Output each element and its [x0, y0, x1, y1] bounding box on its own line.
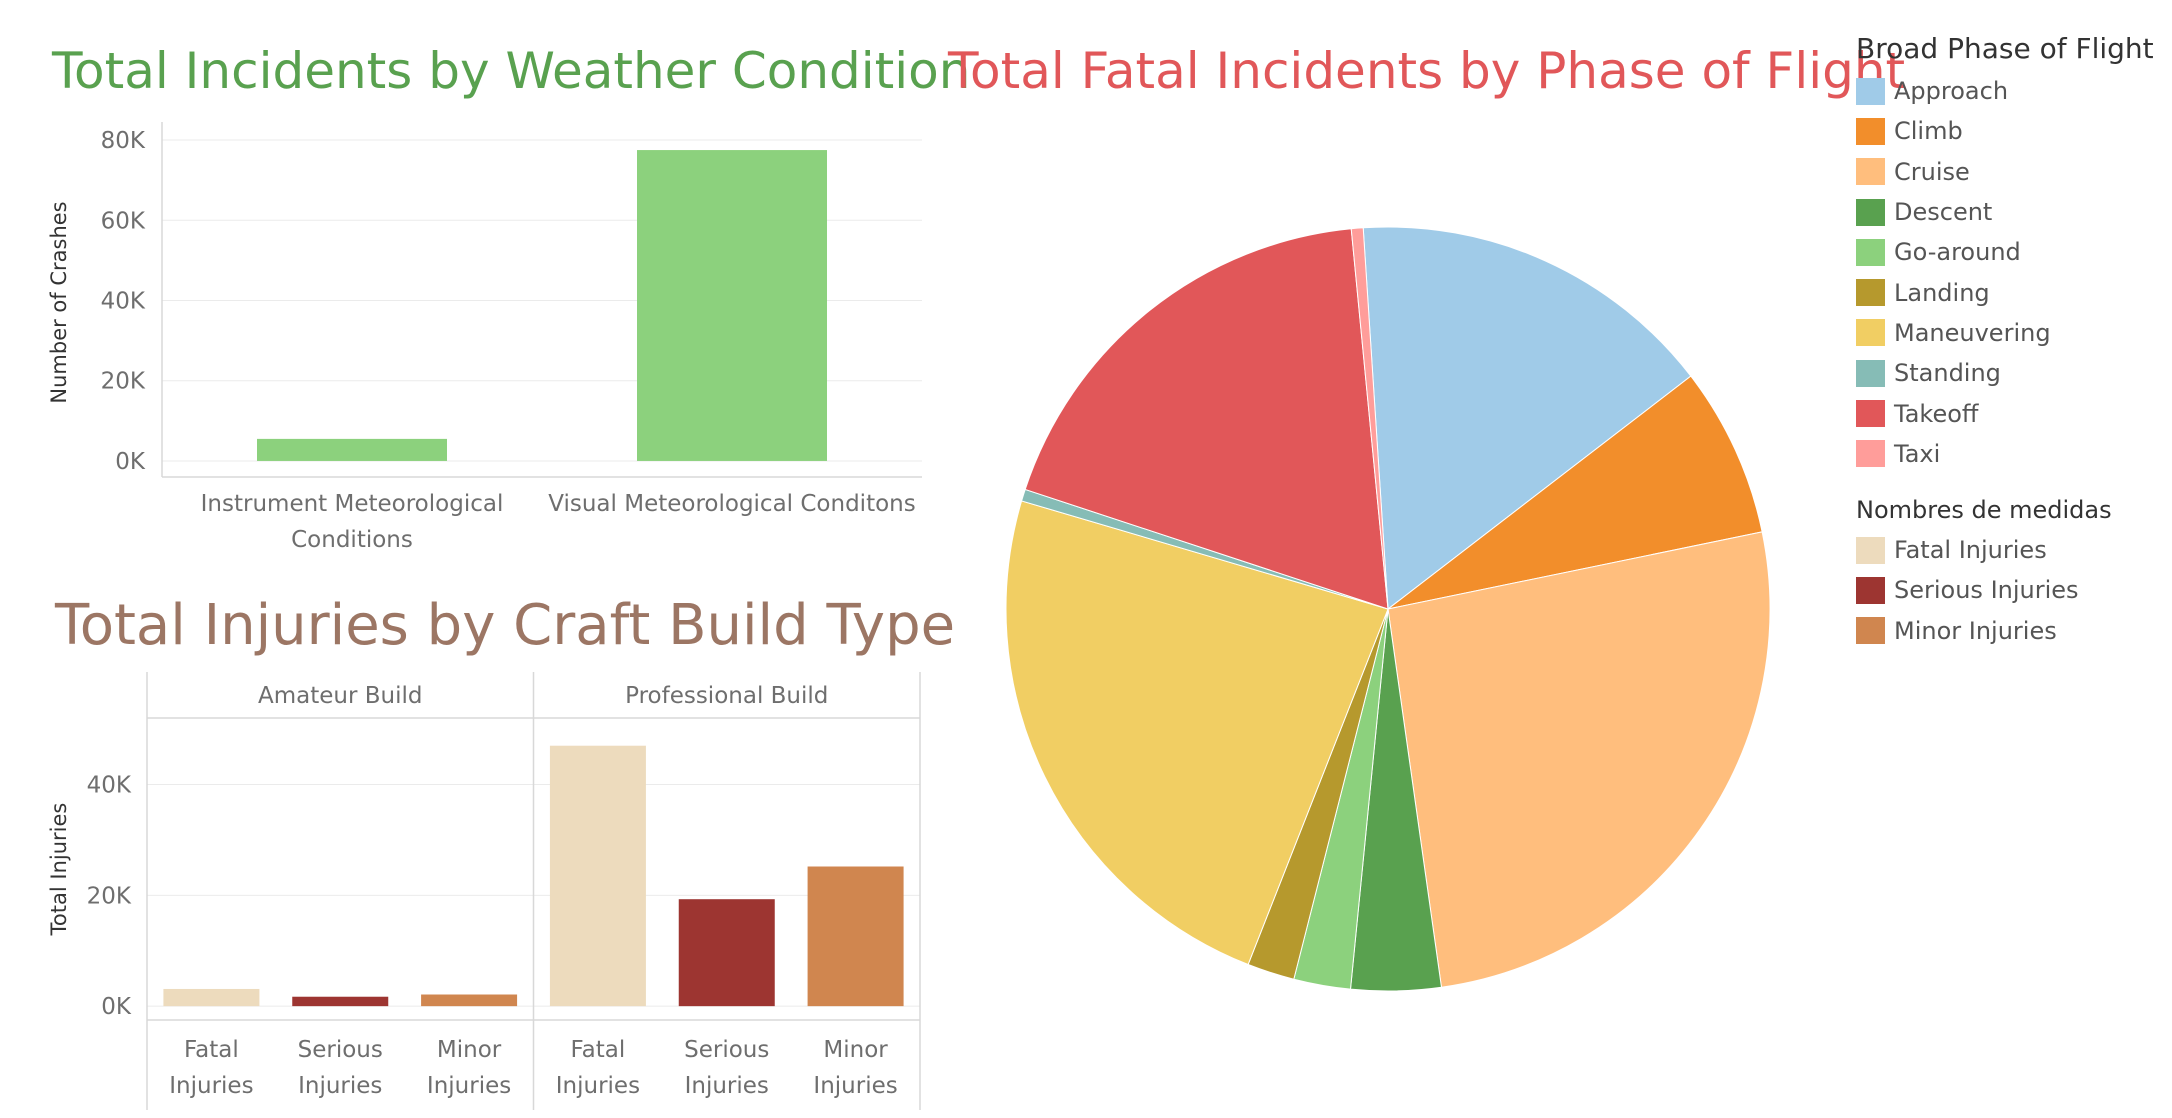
legend-swatch	[1856, 359, 1885, 387]
legend-swatch	[1856, 198, 1885, 226]
weather-y-tick-label: 80K	[101, 128, 146, 154]
legend-label: Descent	[1894, 198, 1993, 227]
injury-category-label: Injuries	[556, 1073, 640, 1099]
legend-label: Takeoff	[1894, 399, 1979, 428]
injury-chart-title: Total Injuries by Craft Build Type	[55, 593, 956, 658]
legend-label: Minor Injuries	[1894, 616, 2057, 645]
measures-legend-item[interactable]: Minor Injuries	[1856, 611, 2166, 651]
legend-swatch	[1856, 158, 1885, 186]
weather-bar	[257, 438, 447, 461]
legend-label: Approach	[1894, 77, 2009, 106]
phase-legend-item[interactable]: Landing	[1856, 272, 2166, 312]
measures-legend: Fatal Injuries Serious Injuries Minor Inju…	[1856, 530, 2166, 651]
injury-category-label: Serious	[298, 1037, 383, 1063]
injury-category-label: Injuries	[813, 1073, 897, 1099]
legend-swatch	[1856, 77, 1885, 105]
injury-category-label: Injuries	[169, 1073, 253, 1099]
injury-category-label: Minor	[437, 1037, 502, 1063]
legend-swatch	[1856, 576, 1885, 604]
pie-chart-title: Total Fatal Incidents by Phase of Flight	[948, 42, 1906, 100]
injury-panel-header: Professional Build	[625, 683, 828, 709]
legend-label: Landing	[1894, 278, 1990, 307]
injury-category-label: Fatal	[184, 1037, 239, 1063]
injury-y-tick-label: 0K	[101, 994, 132, 1020]
legend-swatch	[1856, 536, 1885, 564]
weather-y-tick-label: 40K	[101, 288, 146, 314]
legend-swatch	[1856, 319, 1885, 347]
measures-legend-item[interactable]: Serious Injuries	[1856, 570, 2166, 610]
injury-category-label: Injuries	[685, 1073, 769, 1099]
injury-bar	[549, 745, 646, 1007]
legend-swatch	[1856, 440, 1885, 468]
injury-bar	[421, 994, 518, 1007]
pie-slice-cruise	[1387, 531, 1771, 988]
phase-legend-item[interactable]: Climb	[1856, 111, 2166, 151]
measures-legend-title: Nombres de medidas	[1856, 495, 2112, 524]
phase-legend-item[interactable]: Cruise	[1856, 152, 2166, 192]
legend-swatch	[1856, 238, 1885, 266]
legend-label: Maneuvering	[1894, 318, 2051, 347]
legend-swatch	[1856, 400, 1885, 428]
legend-panel: Broad Phase of Flight Approach Climb Cruis…	[1856, 32, 2166, 651]
legend-label: Cruise	[1894, 157, 1970, 186]
weather-bar-chart: 0K 20K 40K 60K 80K Instrument Meteorological C…	[47, 122, 922, 553]
injury-y-axis-title: Total Injuries	[47, 803, 71, 937]
injury-category-label: Fatal	[571, 1037, 626, 1063]
legend-label: Serious Injuries	[1894, 576, 2079, 605]
injury-category-label: Injuries	[427, 1073, 511, 1099]
injury-y-tick-label: 20K	[87, 883, 132, 909]
injury-bar	[163, 988, 260, 1007]
legend-swatch	[1856, 279, 1885, 307]
legend-swatch	[1856, 617, 1885, 645]
phase-legend-title: Broad Phase of Flight	[1856, 32, 2154, 65]
weather-category-label: Visual Meteorological Conditons	[548, 491, 915, 517]
weather-category-label: Instrument Meteorological	[201, 491, 504, 517]
phase-legend-item[interactable]: Taxi	[1856, 434, 2166, 474]
injury-bar	[292, 996, 389, 1007]
injury-bar	[678, 899, 775, 1007]
phase-legend-item[interactable]: Maneuvering	[1856, 313, 2166, 353]
legend-swatch	[1856, 117, 1885, 145]
weather-y-tick-label: 60K	[101, 208, 146, 234]
weather-category-label: Conditions	[291, 527, 413, 553]
legend-label: Fatal Injuries	[1894, 536, 2047, 565]
measures-legend-item[interactable]: Fatal Injuries	[1856, 530, 2166, 570]
weather-y-axis-title: Number of Crashes	[47, 201, 71, 403]
pie-slice-approach	[1362, 226, 1692, 610]
injury-category-label: Serious	[684, 1037, 769, 1063]
phase-pie-chart	[1005, 226, 1771, 992]
phase-legend: Approach Climb Cruise Descent Go-around Landi…	[1856, 71, 2166, 474]
injury-category-label: Minor	[823, 1037, 888, 1063]
legend-label: Standing	[1894, 359, 2001, 388]
injury-panel-header: Amateur Build	[258, 683, 422, 709]
weather-y-tick-label: 0K	[115, 449, 146, 475]
legend-label: Go-around	[1894, 238, 2021, 267]
injury-y-tick-label: 40K	[87, 772, 132, 798]
legend-label: Taxi	[1894, 439, 1941, 468]
phase-legend-item[interactable]: Takeoff	[1856, 393, 2166, 433]
weather-y-tick-label: 20K	[101, 369, 146, 395]
phase-legend-item[interactable]: Standing	[1856, 353, 2166, 393]
phase-legend-item[interactable]: Go-around	[1856, 232, 2166, 272]
injury-bar-chart: 0K 20K 40K Amateur Build Fatal Injuries Seriou…	[47, 672, 921, 1110]
pie-slice-takeoff	[1024, 228, 1389, 610]
weather-chart-title: Total Incidents by Weather Condition	[52, 42, 971, 100]
injury-bar	[807, 866, 904, 1007]
pie-slice-taxi	[1350, 227, 1389, 610]
phase-legend-item[interactable]: Approach	[1856, 71, 2166, 111]
weather-bar	[637, 150, 827, 461]
phase-legend-item[interactable]: Descent	[1856, 192, 2166, 232]
legend-label: Climb	[1894, 117, 1963, 146]
pie-slice-maneuvering	[1005, 500, 1389, 966]
injury-category-label: Injuries	[298, 1073, 382, 1099]
